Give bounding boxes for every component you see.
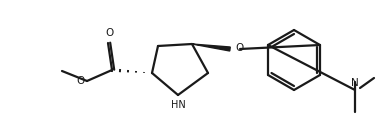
Text: HN: HN — [171, 100, 186, 110]
Text: O: O — [235, 43, 243, 53]
Text: O: O — [105, 28, 113, 38]
Text: N: N — [351, 78, 359, 88]
Polygon shape — [192, 44, 230, 51]
Text: O: O — [77, 76, 85, 86]
